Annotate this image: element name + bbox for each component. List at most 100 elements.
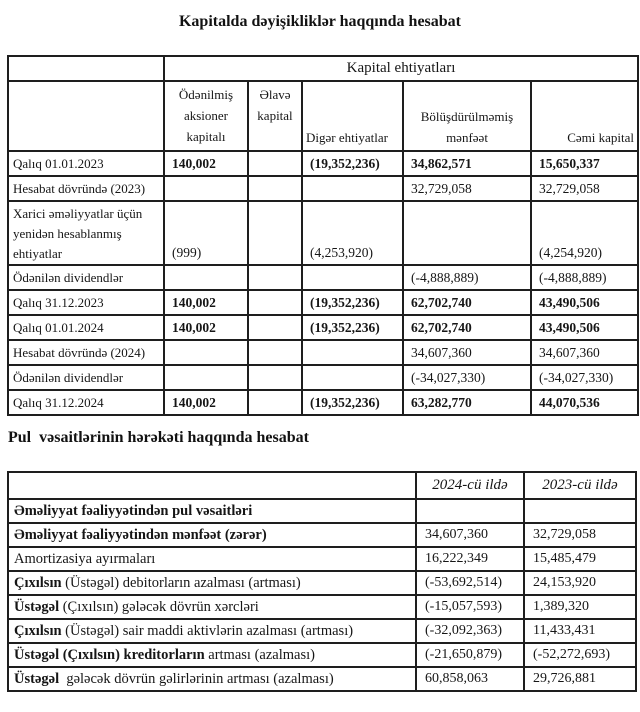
equity-table-row: Xarici əməliyyatlar üçün yenidən hesabla…	[7, 200, 640, 266]
equity-cell-value: (4,254,920)	[529, 200, 640, 266]
col-header-retained-earnings: Bölüşdürülməmiş mənfəət	[402, 80, 532, 152]
equity-row-label: Qalıq 01.01.2023	[7, 150, 165, 177]
equity-cell-value: 34,607,360	[529, 339, 640, 366]
col-header-other-reserves: Digər ehtiyatlar	[301, 80, 404, 152]
cashflow-report-title: Pul vəsaitlərinin hərəkəti haqqında hesa…	[8, 429, 309, 446]
equity-cell-value: 140,002	[163, 314, 249, 341]
cashflow-table-row: Üstəgəl gələcək dövrün gəlirlərinin artm…	[7, 666, 637, 692]
equity-row-label: Hesabat dövründə (2024)	[7, 339, 165, 366]
cashflow-cell-value: 29,726,881	[523, 666, 637, 692]
cashflow-cell-value: 34,607,360	[415, 522, 525, 548]
equity-cell-value	[247, 389, 303, 416]
equity-cell-value	[402, 200, 532, 266]
cashflow-cell-value: (-15,057,593)	[415, 594, 525, 620]
equity-cell-value	[247, 339, 303, 366]
cashflow-cell-value	[415, 498, 525, 524]
cashflow-table-row: Əməliyyat fəaliyyətindən mənfəət (zərər)…	[7, 522, 637, 548]
equity-row-label: Hesabat dövründə (2023)	[7, 175, 165, 202]
equity-cell-value	[163, 264, 249, 291]
col-header-additional-capital: Əlavə kapital	[247, 80, 303, 152]
equity-cell-value: (4,253,920)	[301, 200, 404, 266]
label-bold-part: Əməliyyat fəaliyyətindən mənfəət (zərər)	[14, 526, 267, 543]
empty-corner-cell	[7, 55, 165, 82]
equity-subheader-row: Ödənilmiş aksioner kapitalı Əlavə kapita…	[7, 80, 640, 152]
equity-row-label: Xarici əməliyyatlar üçün yenidən hesabla…	[7, 200, 165, 266]
equity-cell-value: 32,729,058	[529, 175, 640, 202]
equity-cell-value: (19,352,236)	[301, 314, 404, 341]
equity-table-row: Ödənilən dividendlər (-4,888,889) (-4,888,…	[7, 264, 640, 291]
equity-changes-table: Kapital ehtiyatları Ödənilmiş aksioner k…	[7, 55, 640, 416]
cashflow-table-row: Üstəgəl (Çıxılsın) kreditorların artması…	[7, 642, 637, 668]
equity-cell-value	[163, 175, 249, 202]
label-bold-part: Çıxılsın	[14, 622, 62, 639]
label-bold-part: Üstəgəl	[14, 598, 60, 615]
equity-report-title: Kapitalda dəyişikliklər haqqında hesabat	[178, 13, 461, 30]
equity-cell-value	[301, 175, 404, 202]
cashflow-cell-value	[523, 498, 637, 524]
cashflow-table: 2024-cü ildə 2023-cü ildə Əməliyyat fəal…	[7, 471, 637, 692]
equity-cell-value	[301, 339, 404, 366]
cashflow-cell-value: 1,389,320	[523, 594, 637, 620]
equity-table-row: Hesabat dövründə (2023) 32,729,058 32,729,…	[7, 175, 640, 202]
cashflow-cell-value: (-21,650,879)	[415, 642, 525, 668]
equity-cell-value	[247, 200, 303, 266]
cashflow-cell-value: (-32,092,363)	[415, 618, 525, 644]
equity-table-row: Hesabat dövründə (2024) 34,607,360 34,607,…	[7, 339, 640, 366]
equity-cell-value: 140,002	[163, 289, 249, 316]
cashflow-cell-value: 11,433,431	[523, 618, 637, 644]
equity-row-label: Ödənilən dividendlər	[7, 264, 165, 291]
cashflow-table-row: Çıxılsın (Üstəgəl) sair maddi aktivlərin…	[7, 618, 637, 644]
group-header-kapital-ehtiyatlari: Kapital ehtiyatları	[162, 55, 640, 82]
cashflow-row-label: Üstəgəl (Çıxılsın) gələcək dövrün xərclə…	[7, 594, 417, 620]
equity-table-row: Qalıq 31.12.2024 140,002 (19,352,236) 63,28…	[7, 389, 640, 416]
equity-cell-value	[247, 314, 303, 341]
equity-cell-value: 140,002	[163, 150, 249, 177]
equity-cell-value	[163, 339, 249, 366]
label-bold-part: Üstəgəl	[14, 670, 60, 687]
equity-cell-value: 34,607,360	[402, 339, 532, 366]
equity-cell-value: (-4,888,889)	[402, 264, 532, 291]
equity-cell-value: (19,352,236)	[301, 150, 404, 177]
equity-cell-value: 43,490,506	[529, 289, 640, 316]
equity-cell-value: (19,352,236)	[301, 389, 404, 416]
cashflow-cell-value: (-53,692,514)	[415, 570, 525, 596]
cashflow-cell-value: (-52,272,693)	[523, 642, 637, 668]
equity-group-header-row: Kapital ehtiyatları	[7, 55, 640, 82]
cashflow-table-row: Amortizasiya ayırmaları 16,222,349 15,485,…	[7, 546, 637, 572]
cashflow-row-label: Amortizasiya ayırmaları	[7, 546, 417, 572]
cashflow-cell-value: 15,485,479	[523, 546, 637, 572]
equity-cell-value	[301, 364, 404, 391]
col-header-year-2024: 2024-cü ildə	[415, 471, 525, 500]
equity-cell-value: 140,002	[163, 389, 249, 416]
equity-cell-value: 32,729,058	[402, 175, 532, 202]
cashflow-cell-value: 16,222,349	[415, 546, 525, 572]
equity-cell-value	[247, 289, 303, 316]
cashflow-header-row: 2024-cü ildə 2023-cü ildə	[7, 471, 637, 500]
equity-row-label: Qalıq 01.01.2024	[7, 314, 165, 341]
equity-cell-value: (-34,027,330)	[402, 364, 532, 391]
cashflow-row-label: Əməliyyat fəaliyyətindən mənfəət (zərər)	[7, 522, 417, 548]
equity-cell-value: (-34,027,330)	[529, 364, 640, 391]
cashflow-row-label: Üstəgəl gələcək dövrün gəlirlərinin artm…	[7, 666, 417, 692]
cashflow-row-label: Əməliyyat fəaliyyətindən pul vəsaitləri	[7, 498, 417, 524]
equity-cell-value: 62,702,740	[402, 314, 532, 341]
cashflow-table-row: Çıxılsın (Üstəgəl) debitorların azalması…	[7, 570, 637, 596]
equity-cell-value: 44,070,536	[529, 389, 640, 416]
empty-header-cell	[7, 80, 165, 152]
equity-cell-value	[247, 150, 303, 177]
label-bold-part: Üstəgəl (Çıxılsın) kreditorların	[14, 646, 205, 663]
equity-cell-value	[247, 264, 303, 291]
equity-cell-value	[301, 264, 404, 291]
equity-table-row: Qalıq 31.12.2023 140,002 (19,352,236) 62,70…	[7, 289, 640, 316]
col-header-year-2023: 2023-cü ildə	[523, 471, 637, 500]
cashflow-row-label: Çıxılsın (Üstəgəl) sair maddi aktivlərin…	[7, 618, 417, 644]
cashflow-cell-value: 60,858,063	[415, 666, 525, 692]
equity-table-row: Qalıq 01.01.2023 140,002 (19,352,236) 34,86…	[7, 150, 640, 177]
equity-row-label: Qalıq 31.12.2023	[7, 289, 165, 316]
equity-cell-value	[247, 364, 303, 391]
equity-cell-value: (999)	[163, 200, 249, 266]
cashflow-table-row: Əməliyyat fəaliyyətindən pul vəsaitləri	[7, 498, 637, 524]
equity-cell-value: 34,862,571	[402, 150, 532, 177]
equity-table-row: Qalıq 01.01.2024 140,002 (19,352,236) 62,70…	[7, 314, 640, 341]
cashflow-row-label: Üstəgəl (Çıxılsın) kreditorların artması…	[7, 642, 417, 668]
